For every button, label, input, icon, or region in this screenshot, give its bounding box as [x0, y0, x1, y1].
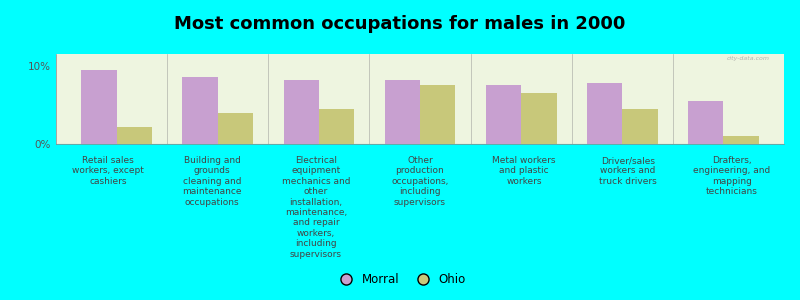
Text: Most common occupations for males in 2000: Most common occupations for males in 200… — [174, 15, 626, 33]
Text: Driver/sales
workers and
truck drivers: Driver/sales workers and truck drivers — [599, 156, 657, 186]
Bar — [82, 70, 117, 144]
Bar — [587, 83, 622, 144]
Text: Retail sales
workers, except
cashiers: Retail sales workers, except cashiers — [72, 156, 144, 186]
Bar — [723, 136, 758, 144]
Bar — [283, 80, 319, 144]
Bar — [385, 80, 420, 144]
Text: Electrical
equipment
mechanics and
other
installation,
maintenance,
and repair
w: Electrical equipment mechanics and other… — [282, 156, 350, 259]
Bar — [622, 109, 658, 144]
Text: Building and
grounds
cleaning and
maintenance
occupations: Building and grounds cleaning and mainte… — [182, 156, 242, 207]
Bar — [218, 113, 253, 144]
Text: Drafters,
engineering, and
mapping
technicians: Drafters, engineering, and mapping techn… — [694, 156, 770, 196]
Legend: Morral, Ohio: Morral, Ohio — [330, 269, 470, 291]
Text: Metal workers
and plastic
workers: Metal workers and plastic workers — [492, 156, 556, 186]
Bar — [117, 127, 152, 144]
Bar — [486, 85, 521, 144]
Bar — [521, 93, 557, 144]
Bar — [182, 77, 218, 144]
Bar — [420, 85, 455, 144]
Text: Other
production
occupations,
including
supervisors: Other production occupations, including … — [391, 156, 449, 207]
Text: city-data.com: city-data.com — [726, 56, 770, 61]
Bar — [319, 109, 354, 144]
Bar — [688, 101, 723, 144]
